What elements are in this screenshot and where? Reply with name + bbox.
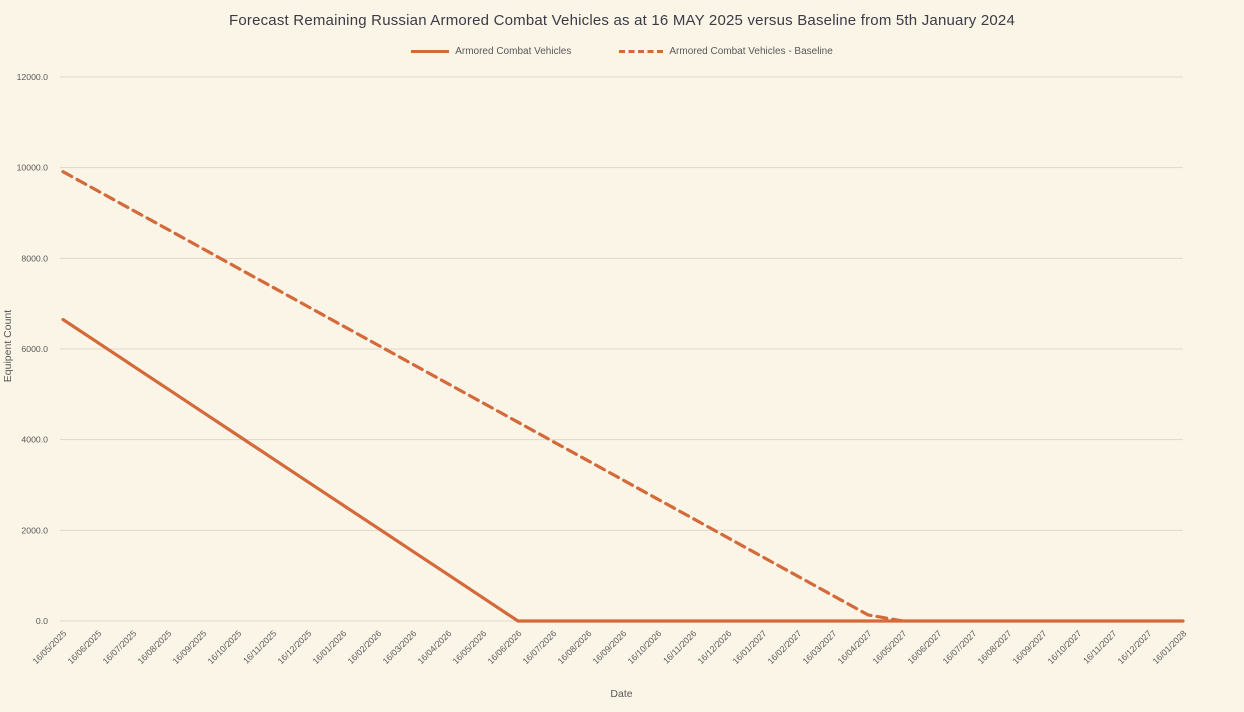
x-tick-label: 16/07/2027 — [941, 628, 979, 666]
x-tick-label: 16/02/2027 — [766, 628, 804, 666]
x-tick-label: 16/09/2027 — [1011, 628, 1049, 666]
x-tick-label: 16/08/2026 — [556, 628, 594, 666]
x-tick-label: 16/08/2025 — [136, 628, 174, 666]
x-tick-label: 16/01/2027 — [731, 628, 769, 666]
x-tick-label: 16/11/2025 — [241, 628, 278, 665]
x-tick-label: 16/03/2027 — [801, 628, 839, 666]
solid-line-swatch-icon — [411, 50, 450, 53]
y-tick-label: 0.0 — [36, 616, 48, 626]
x-tick-label: 16/04/2026 — [416, 628, 454, 666]
y-tick-label: 8000.0 — [21, 253, 48, 263]
x-tick-label: 16/05/2027 — [871, 628, 909, 666]
y-tick-label: 6000.0 — [21, 344, 48, 354]
x-tick-label: 16/06/2025 — [66, 628, 104, 666]
x-tick-label: 16/10/2025 — [206, 628, 244, 666]
x-tick-label: 16/06/2026 — [486, 628, 524, 666]
legend-label: Armored Combat Vehicles - Baseline — [669, 46, 833, 57]
x-tick-label: 16/01/2026 — [311, 628, 349, 666]
x-tick-label: 16/07/2026 — [521, 628, 559, 666]
series-line-armored-combat-vehicles — [61, 317, 1185, 623]
x-tick-label: 16/09/2026 — [591, 628, 629, 666]
x-tick-label: 16/01/2028 — [1151, 628, 1189, 666]
y-tick-label: 2000.0 — [21, 525, 48, 535]
x-tick-label: 16/12/2026 — [696, 628, 734, 666]
x-tick-label: 16/04/2027 — [836, 628, 874, 666]
y-tick-label: 4000.0 — [21, 435, 48, 445]
x-tick-label: 16/08/2027 — [976, 628, 1014, 666]
legend-label: Armored Combat Vehicles — [455, 46, 572, 57]
x-tick-label: 16/10/2027 — [1046, 628, 1084, 666]
x-tick-label: 16/11/2026 — [661, 628, 698, 665]
x-tick-label: 16/03/2026 — [381, 628, 419, 666]
chart-title: Forecast Remaining Russian Armored Comba… — [228, 12, 1016, 29]
series-line-baseline — [61, 170, 905, 623]
x-tick-label: 16/10/2026 — [626, 628, 664, 666]
x-tick-label: 16/07/2025 — [101, 628, 139, 666]
legend-item-armored-combat-vehicles: Armored Combat Vehicles — [411, 46, 571, 57]
x-tick-label: 16/09/2025 — [171, 628, 209, 666]
dashed-line-swatch-icon — [619, 50, 664, 53]
x-axis-title: Date — [610, 688, 633, 700]
x-tick-label: 16/12/2025 — [276, 628, 314, 666]
x-tick-label: 16/06/2027 — [906, 628, 944, 666]
legend-item-baseline: Armored Combat Vehicles - Baseline — [619, 46, 833, 57]
x-tick-label: 16/05/2026 — [451, 628, 489, 666]
legend: Armored Combat Vehicles Armored Combat V… — [0, 46, 1244, 57]
y-tick-label: 12000.0 — [17, 72, 49, 82]
y-tick-label: 10000.0 — [17, 163, 49, 173]
x-tick-label: 16/12/2027 — [1116, 628, 1154, 666]
x-tick-label: 16/05/2025 — [31, 628, 69, 666]
x-tick-label: 16/02/2026 — [346, 628, 384, 666]
x-tick-label: 16/11/2027 — [1081, 628, 1118, 665]
